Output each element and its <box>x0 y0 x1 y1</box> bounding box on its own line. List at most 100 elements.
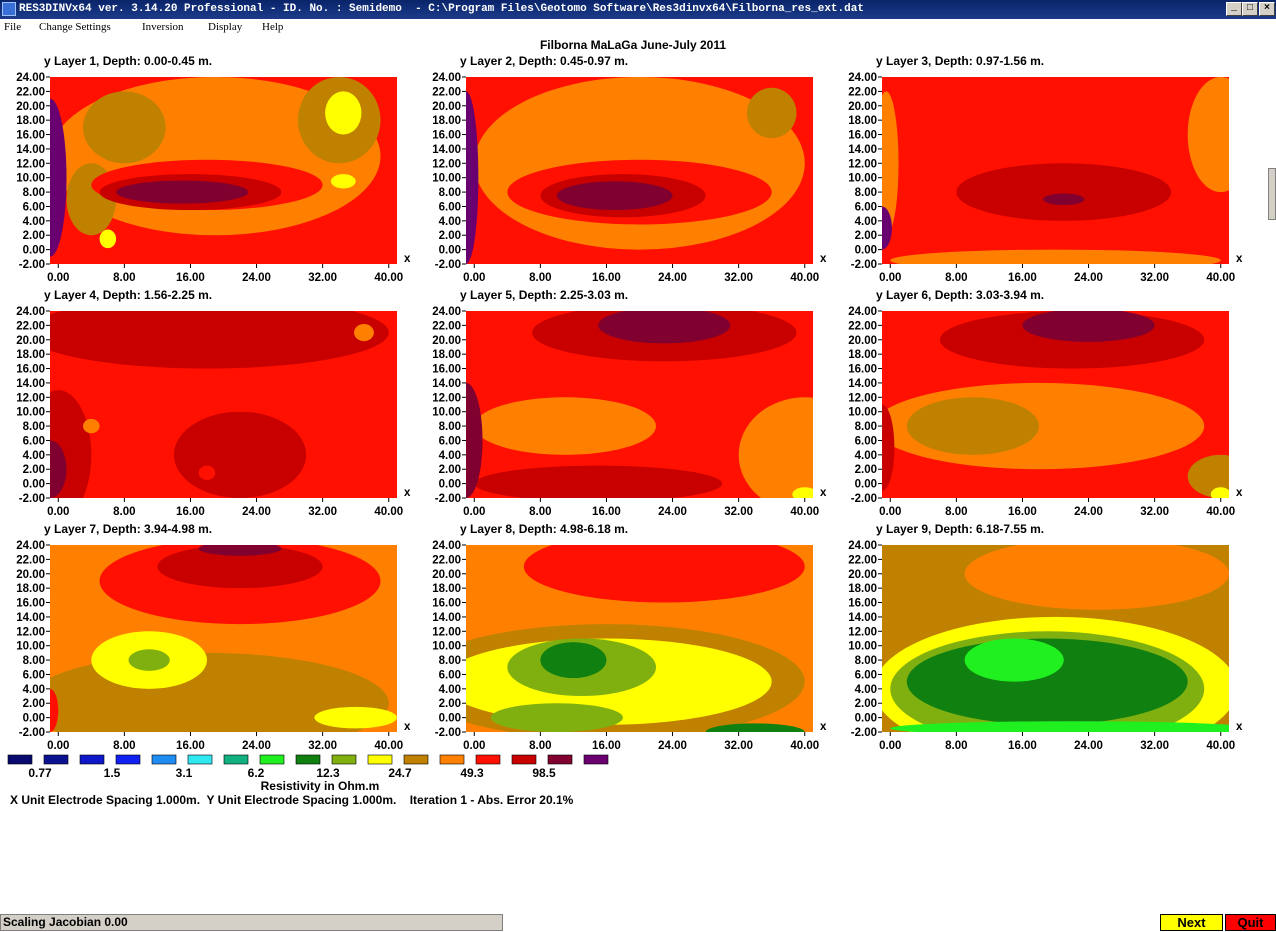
y-tick-label: 12.00 <box>848 158 877 170</box>
legend-label: 3.1 <box>176 766 193 780</box>
x-axis-label: x <box>1236 253 1243 265</box>
close-button[interactable]: × <box>1259 2 1275 16</box>
y-tick-label: 22.00 <box>848 554 877 566</box>
contour-region <box>1043 193 1085 206</box>
y-tick-label: 24.00 <box>16 540 45 552</box>
x-tick-label: 32.00 <box>308 272 337 284</box>
x-tick-label: 8.00 <box>945 506 967 518</box>
layer-title: y Layer 9, Depth: 6.18-7.55 m. <box>876 522 1044 536</box>
layer-title: y Layer 3, Depth: 0.97-1.56 m. <box>876 54 1044 68</box>
y-tick-label: 18.00 <box>848 583 877 595</box>
menu-help[interactable]: Help <box>262 21 284 33</box>
y-tick-label: 24.00 <box>432 72 461 84</box>
legend-swatch <box>7 754 33 765</box>
contour-region <box>523 545 805 603</box>
y-tick-label: -2.00 <box>851 727 877 739</box>
y-tick-label: 20.00 <box>432 101 461 113</box>
x-tick-label: 8.00 <box>529 740 551 752</box>
vertical-scrollbar[interactable] <box>1268 168 1276 220</box>
y-tick-label: -2.00 <box>435 493 461 505</box>
menu-display[interactable]: Display <box>208 21 243 33</box>
y-tick-label: 18.00 <box>848 115 877 127</box>
legend-label: 98.5 <box>532 766 556 780</box>
y-tick-label: 10.00 <box>432 173 461 185</box>
contour-region <box>890 721 1229 732</box>
x-tick-label: 16.00 <box>1008 272 1037 284</box>
x-tick-label: 8.00 <box>113 740 135 752</box>
y-tick-label: 6.00 <box>23 201 45 213</box>
layer-title: y Layer 6, Depth: 3.03-3.94 m. <box>876 288 1044 302</box>
y-tick-label: 24.00 <box>432 306 461 318</box>
contour-region <box>490 703 623 732</box>
y-tick-label: 22.00 <box>16 554 45 566</box>
menu-change-settings[interactable]: Change Settings <box>39 21 111 33</box>
contour-region <box>128 649 170 671</box>
contour-region <box>956 163 1172 221</box>
contour-region <box>99 229 117 249</box>
x-tick-label: 40.00 <box>374 740 403 752</box>
legend-swatch <box>331 754 357 765</box>
color-legend: 0.77 1.5 3.1 6.2 12.3 24.7 49.3 98.5 <box>7 754 609 780</box>
y-tick-label: 4.00 <box>439 450 461 462</box>
y-tick-label: 14.00 <box>16 378 45 390</box>
contour-region <box>198 465 216 481</box>
y-tick-label: 4.00 <box>439 684 461 696</box>
contour-region <box>890 249 1221 264</box>
y-tick-label: 4.00 <box>439 216 461 228</box>
x-tick-label: 16.00 <box>176 506 205 518</box>
contour-region <box>173 411 307 498</box>
contour-area <box>882 311 1229 498</box>
x-axis-label: x <box>1236 721 1243 733</box>
x-tick-label: 24.00 <box>658 272 687 284</box>
legend-swatch <box>403 754 429 765</box>
menu-file[interactable]: File <box>4 21 22 33</box>
next-button[interactable]: Next <box>1160 914 1223 931</box>
legend-swatch <box>439 754 465 765</box>
legend-swatch <box>547 754 573 765</box>
y-tick-label: 12.00 <box>16 158 45 170</box>
electrode-spacing-info: X Unit Electrode Spacing 1.000m. Y Unit … <box>10 793 574 807</box>
contour-region <box>540 642 607 679</box>
legend-swatch <box>115 754 141 765</box>
x-tick-label: 24.00 <box>242 272 271 284</box>
maximize-button[interactable]: □ <box>1242 2 1258 16</box>
x-axis-label: x <box>820 487 827 499</box>
y-tick-label: 2.00 <box>855 698 877 710</box>
y-tick-label: 6.00 <box>855 435 877 447</box>
x-tick-label: 40.00 <box>1206 740 1235 752</box>
minimize-button[interactable]: _ <box>1226 2 1242 16</box>
contour-region <box>964 638 1064 682</box>
y-tick-label: -2.00 <box>435 727 461 739</box>
y-tick-label: 6.00 <box>23 435 45 447</box>
y-tick-label: 18.00 <box>432 115 461 127</box>
x-tick-label: 0.00 <box>47 272 69 284</box>
x-tick-label: 24.00 <box>658 506 687 518</box>
y-tick-label: 10.00 <box>16 407 45 419</box>
x-tick-label: 0.00 <box>47 740 69 752</box>
legend-label: 6.2 <box>248 766 265 780</box>
contour-region <box>792 487 813 498</box>
contour-area <box>882 77 1229 264</box>
y-tick-label: -2.00 <box>19 259 45 271</box>
y-tick-label: 14.00 <box>432 612 461 624</box>
legend-label: 1.5 <box>104 766 121 780</box>
y-tick-label: 0.00 <box>439 479 461 491</box>
y-tick-label: 4.00 <box>23 684 45 696</box>
legend-swatch <box>79 754 105 765</box>
menu-inversion[interactable]: Inversion <box>142 21 184 33</box>
x-tick-label: 32.00 <box>724 272 753 284</box>
y-tick-label: 4.00 <box>23 216 45 228</box>
x-axis-label: x <box>1236 487 1243 499</box>
x-axis-label: x <box>404 721 411 733</box>
y-tick-label: 12.00 <box>432 392 461 404</box>
y-tick-label: 4.00 <box>23 450 45 462</box>
y-tick-label: 10.00 <box>848 641 877 653</box>
y-tick-label: 18.00 <box>16 583 45 595</box>
quit-button[interactable]: Quit <box>1225 914 1276 931</box>
contour-area <box>466 545 813 732</box>
y-tick-label: 18.00 <box>16 115 45 127</box>
y-tick-label: 14.00 <box>848 612 877 624</box>
y-tick-label: 14.00 <box>432 144 461 156</box>
contour-region <box>116 180 249 204</box>
